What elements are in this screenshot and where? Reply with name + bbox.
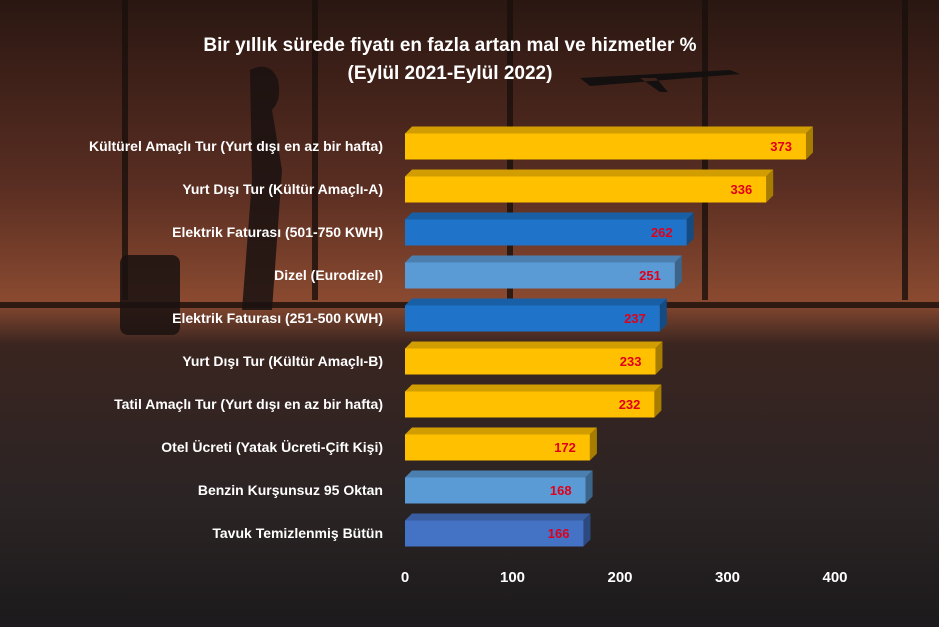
x-tick-label: 400: [822, 569, 847, 586]
bar-top-face: [405, 212, 694, 220]
airplane: [580, 70, 740, 92]
x-tick-label: 200: [607, 569, 632, 586]
x-tick-label: 100: [500, 569, 525, 586]
bar: [405, 341, 663, 375]
bar-side-face: [659, 298, 667, 332]
value-label: 172: [554, 440, 576, 455]
bar-top-face: [405, 126, 813, 134]
category-label: Tatil Amaçlı Tur (Yurt dışı en az bir ha…: [114, 396, 383, 412]
value-label: 232: [619, 397, 641, 412]
category-label: Yurt Dışı Tur (Kültür Amaçlı-B): [182, 353, 383, 369]
bar-side-face: [674, 255, 682, 289]
bar: [405, 427, 597, 461]
silhouette: [242, 66, 282, 311]
value-label: 237: [624, 311, 646, 326]
bar-front-face: [405, 219, 687, 246]
category-label: Yurt Dışı Tur (Kültür Amaçlı-A): [182, 181, 383, 197]
bar-front-face: [405, 391, 655, 418]
bar-front-face: [405, 176, 767, 203]
value-label: 336: [730, 182, 752, 197]
bar: [405, 169, 774, 203]
bar-top-face: [405, 513, 591, 521]
category-label: Tavuk Temizlenmiş Bütün: [212, 525, 383, 541]
bar-top-face: [405, 427, 597, 435]
category-label: Elektrik Faturası (251-500 KWH): [172, 310, 383, 326]
bar-side-face: [583, 513, 591, 547]
category-label: Otel Ücreti (Yatak Ücreti-Çift Kişi): [161, 439, 383, 455]
bar-top-face: [405, 298, 667, 306]
bar-side-face: [654, 384, 662, 418]
bar-side-face: [686, 212, 694, 246]
value-label: 251: [639, 268, 661, 283]
bar-side-face: [655, 341, 663, 375]
category-label: Benzin Kurşunsuz 95 Oktan: [198, 482, 383, 498]
bar-top-face: [405, 341, 663, 349]
bar-front-face: [405, 434, 590, 461]
value-label: 168: [550, 483, 572, 498]
bar: [405, 384, 662, 418]
bar-front-face: [405, 520, 584, 547]
value-label: 166: [548, 526, 570, 541]
bar: [405, 126, 813, 160]
value-label: 373: [770, 139, 792, 154]
suitcase: [120, 255, 180, 335]
bar-front-face: [405, 133, 806, 160]
bar: [405, 212, 694, 246]
value-label: 233: [620, 354, 642, 369]
category-label: Kültürel Amaçlı Tur (Yurt dışı en az bir…: [89, 138, 383, 154]
bar-top-face: [405, 384, 662, 392]
bar-front-face: [405, 305, 660, 332]
bar-side-face: [766, 169, 774, 203]
bar-front-face: [405, 262, 675, 289]
bar-top-face: [405, 255, 682, 263]
bar: [405, 298, 667, 332]
bar: [405, 255, 682, 289]
bar-side-face: [585, 470, 593, 504]
bar-front-face: [405, 477, 586, 504]
bar: [405, 513, 591, 547]
x-tick-label: 300: [715, 569, 740, 586]
bar-top-face: [405, 169, 774, 177]
bar-side-face: [589, 427, 597, 461]
bar-side-face: [805, 126, 813, 160]
category-label: Dizel (Eurodizel): [274, 267, 383, 283]
bar-front-face: [405, 348, 656, 375]
bar: [405, 470, 593, 504]
value-label: 262: [651, 225, 673, 240]
chart-title: Bir yıllık sürede fiyatı en fazla artan …: [203, 35, 696, 56]
bar-top-face: [405, 470, 593, 478]
category-label: Elektrik Faturası (501-750 KWH): [172, 224, 383, 240]
chart-subtitle: (Eylül 2021-Eylül 2022): [348, 63, 553, 84]
x-tick-label: 0: [401, 569, 409, 586]
